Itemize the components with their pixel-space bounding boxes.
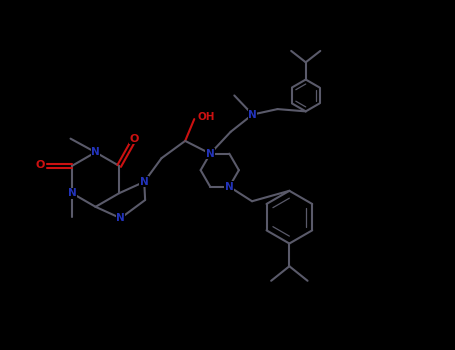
Text: N: N bbox=[67, 188, 76, 198]
Text: N: N bbox=[206, 149, 215, 159]
Text: OH: OH bbox=[197, 112, 215, 122]
Text: N: N bbox=[225, 182, 234, 192]
Text: O: O bbox=[130, 134, 139, 143]
Text: N: N bbox=[91, 147, 100, 157]
Text: O: O bbox=[36, 160, 45, 170]
Text: N: N bbox=[116, 213, 125, 223]
Text: N: N bbox=[140, 177, 149, 187]
Text: N: N bbox=[248, 110, 257, 120]
